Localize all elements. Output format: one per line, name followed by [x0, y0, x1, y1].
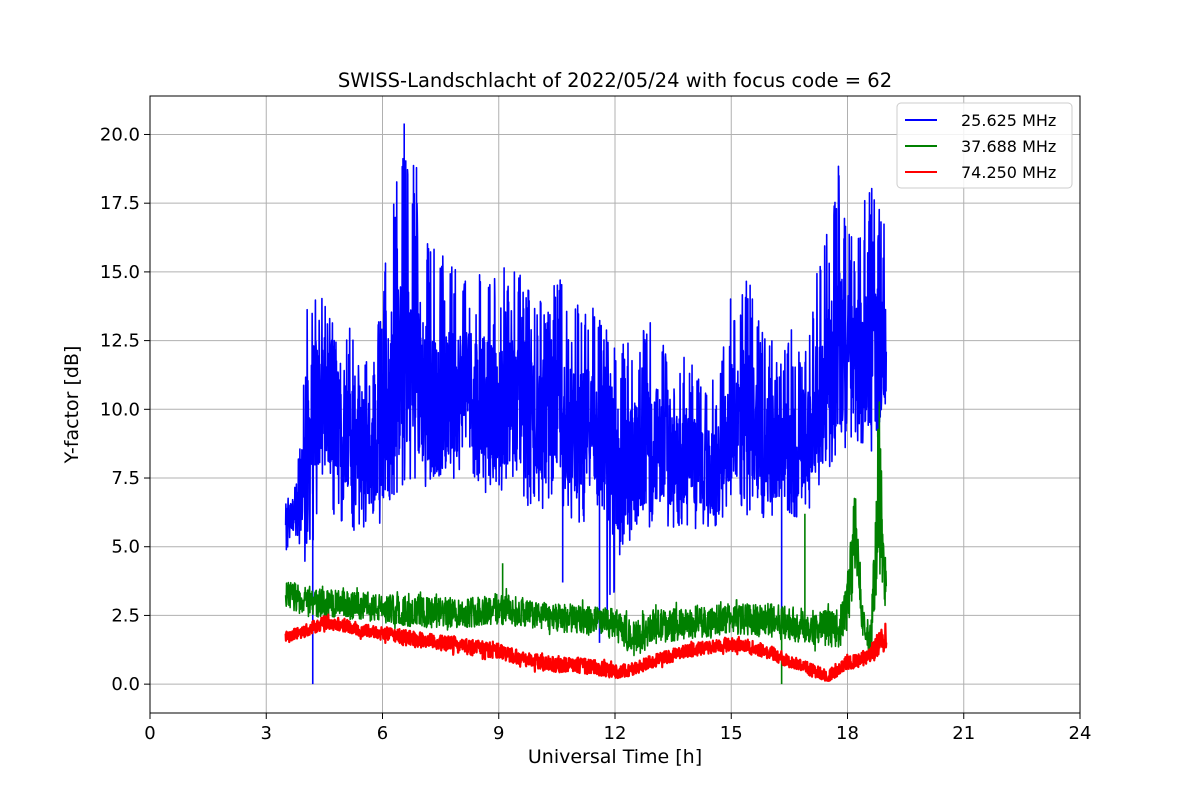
y-tick-label: 10.0 [100, 399, 140, 420]
x-axis-label: Universal Time [h] [528, 746, 702, 768]
y-tick-label: 20.0 [100, 124, 140, 145]
x-tick-label: 12 [604, 723, 627, 744]
legend-label: 25.625 MHz [961, 111, 1056, 130]
series-line-2 [284, 401, 888, 685]
x-tick-label: 21 [952, 723, 975, 744]
y-axis: 0.0 2.5 5.0 7.5 10.0 12.5 15.0 17.5 20.0 [100, 124, 150, 695]
y-tick-label: 0.0 [111, 674, 140, 695]
x-tick-label: 6 [377, 723, 388, 744]
x-axis: 0 3 6 9 12 15 18 21 24 [144, 713, 1091, 744]
y-tick-label: 17.5 [100, 193, 140, 214]
legend-label: 37.688 MHz [961, 137, 1056, 156]
y-tick-label: 2.5 [111, 605, 140, 626]
x-tick-label: 15 [720, 723, 743, 744]
chart-title: SWISS-Landschlacht of 2022/05/24 with fo… [338, 69, 892, 92]
x-tick-label: 18 [836, 723, 859, 744]
legend-box [896, 102, 1073, 189]
y-axis-label: Y-factor [dB] [61, 346, 83, 465]
series-line-3 [284, 613, 888, 682]
x-tick-label: 0 [144, 723, 155, 744]
legend-label: 74.250 MHz [961, 163, 1056, 182]
series-line-1 [284, 123, 888, 685]
y-tick-label: 5.0 [111, 537, 140, 558]
plot-area [284, 123, 888, 685]
y-tick-label: 15.0 [100, 262, 140, 283]
legend: 25.625 MHz 37.688 MHz 74.250 MHz [896, 102, 1073, 189]
y-tick-label: 12.5 [100, 331, 140, 352]
y-tick-label: 7.5 [111, 468, 140, 489]
x-tick-label: 9 [493, 723, 504, 744]
x-tick-label: 3 [261, 723, 272, 744]
x-tick-label: 24 [1069, 723, 1092, 744]
